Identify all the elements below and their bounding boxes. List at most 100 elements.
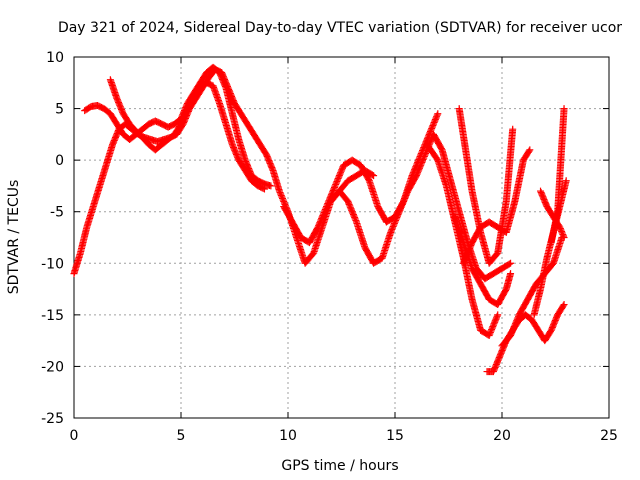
data-point	[430, 119, 438, 127]
data-point	[345, 199, 353, 207]
y-tick-label: -20	[41, 359, 64, 375]
data-point	[389, 222, 397, 230]
data-point	[560, 234, 568, 241]
data-point	[419, 147, 427, 155]
data-point	[488, 324, 496, 332]
data-point	[260, 185, 268, 193]
data-point	[278, 193, 286, 201]
data-point	[425, 132, 433, 140]
data-point	[507, 330, 515, 338]
data-point	[485, 331, 493, 339]
y-tick-labels: -25 -20 -15 -10 -5 0 5 10	[41, 50, 64, 427]
data-point	[319, 211, 327, 219]
data-point	[349, 211, 357, 219]
data-point	[387, 227, 395, 235]
data-point	[330, 185, 338, 193]
data-point	[509, 125, 517, 133]
data-point	[510, 323, 518, 331]
data-point	[466, 243, 474, 251]
data-point	[277, 190, 285, 198]
data-point	[489, 321, 497, 329]
data-point	[558, 228, 566, 236]
data-point	[507, 270, 515, 278]
data-point	[338, 164, 346, 172]
data-point	[508, 329, 516, 337]
data-point	[319, 210, 327, 218]
data-point	[321, 206, 329, 214]
data-point	[525, 147, 533, 155]
data-point	[434, 110, 442, 118]
data-point	[370, 172, 378, 180]
plot-frame	[73, 56, 610, 419]
data-point	[318, 213, 326, 221]
data-point	[351, 215, 359, 223]
data-point	[490, 320, 498, 328]
data-point	[467, 242, 475, 250]
data-point	[556, 225, 564, 233]
data-marks	[70, 63, 570, 376]
data-point	[415, 155, 423, 163]
data-point	[411, 166, 419, 174]
data-point	[351, 214, 359, 222]
data-point	[387, 228, 395, 236]
data-point	[526, 146, 534, 154]
data-point	[486, 330, 494, 338]
data-point	[331, 182, 339, 190]
data-point	[279, 196, 287, 204]
data-point	[426, 127, 434, 135]
data-point	[466, 245, 474, 253]
data-point	[459, 259, 467, 267]
data-point	[492, 314, 500, 322]
y-tick-label: -10	[41, 256, 64, 272]
data-point	[348, 208, 356, 216]
data-point	[346, 203, 354, 211]
x-tick-label: 0	[70, 428, 79, 444]
data-point	[344, 197, 352, 205]
data-point	[267, 182, 275, 190]
data-point	[431, 116, 439, 124]
data-point	[346, 202, 354, 210]
data-point	[334, 175, 342, 183]
x-tick-label: 10	[279, 428, 297, 444]
data-point	[332, 179, 340, 187]
data-point	[557, 226, 565, 234]
x-tick-labels: 0 5 10 15 20 25	[70, 428, 618, 444]
data-point	[424, 133, 432, 141]
x-tick-label: 15	[386, 428, 404, 444]
data-point	[336, 170, 344, 178]
data-point	[462, 253, 470, 261]
data-point	[507, 259, 515, 267]
data-point	[316, 219, 324, 227]
x-tick-label: 20	[493, 428, 511, 444]
data-point	[315, 220, 323, 228]
data-point	[423, 135, 431, 143]
data-point	[320, 208, 328, 216]
data-point	[335, 172, 343, 180]
data-series-9	[459, 146, 534, 267]
data-point	[322, 204, 330, 212]
data-point	[335, 173, 343, 181]
data-point	[414, 158, 422, 166]
data-point	[560, 105, 568, 113]
data-point	[323, 201, 331, 209]
data-point	[323, 203, 331, 211]
data-point	[418, 148, 426, 156]
data-point	[489, 323, 497, 331]
data-point	[511, 321, 519, 329]
data-point	[412, 161, 420, 169]
data-point	[464, 247, 472, 255]
data-point	[350, 212, 358, 220]
data-point	[425, 130, 433, 138]
data-point	[419, 145, 427, 153]
data-point	[368, 171, 376, 179]
data-point	[278, 194, 286, 202]
data-point	[314, 223, 322, 231]
data-point	[431, 117, 439, 125]
data-point	[414, 157, 422, 165]
data-point	[416, 152, 424, 160]
y-tick-label: -5	[50, 205, 64, 221]
data-point	[428, 123, 436, 131]
data-point	[461, 255, 469, 263]
x-tick-label: 25	[600, 428, 618, 444]
